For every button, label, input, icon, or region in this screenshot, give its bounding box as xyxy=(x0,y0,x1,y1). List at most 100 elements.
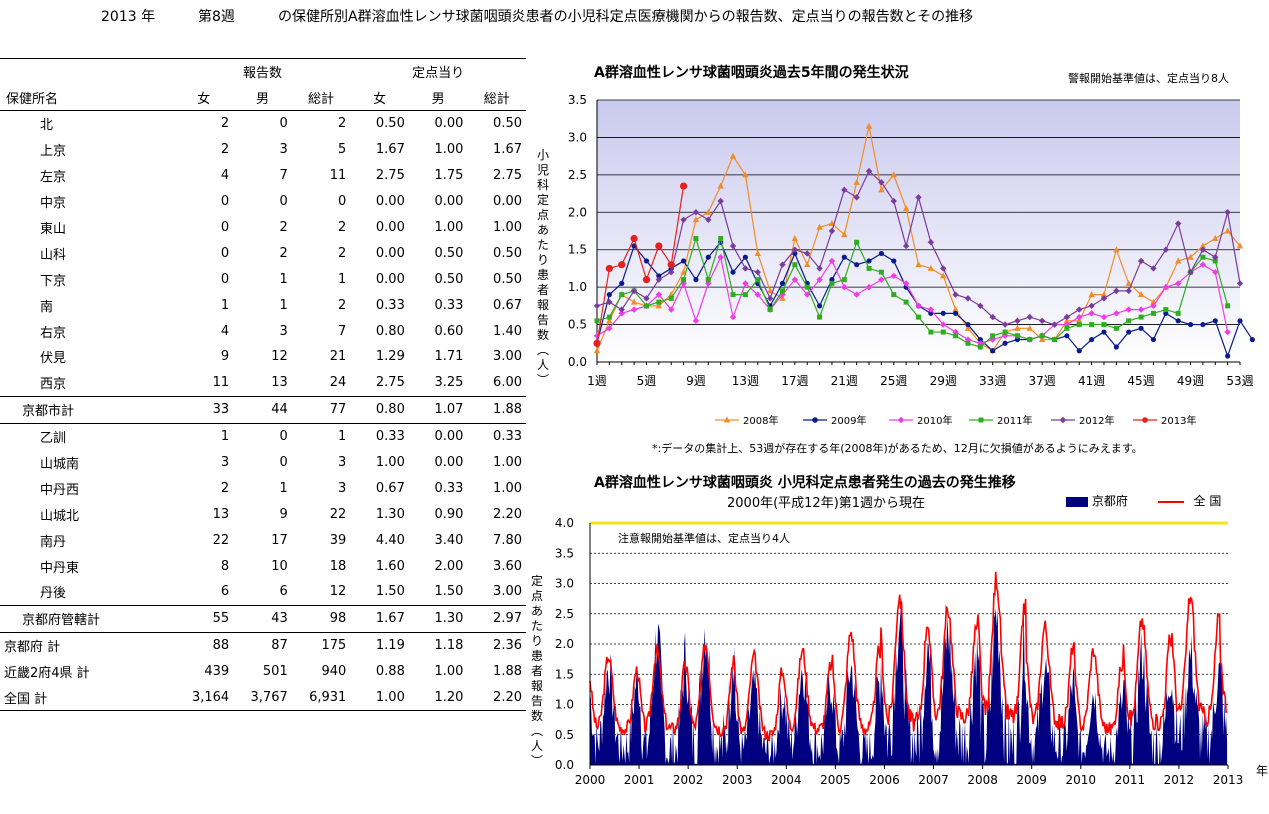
row-value: 10 xyxy=(271,558,288,574)
row-value: 0.50 xyxy=(493,271,522,287)
data-point xyxy=(1199,246,1207,253)
col-header-name: 保健所名 xyxy=(0,84,175,111)
row-value: 0.50 xyxy=(375,116,405,132)
data-point xyxy=(643,258,650,264)
table-row: 左京 4 7 11 2.75 1.75 2.75 xyxy=(0,163,526,189)
row-value: 0.60 xyxy=(434,323,464,339)
row-value: 1.88 xyxy=(493,664,522,680)
row-value: 175 xyxy=(291,631,351,659)
data-point xyxy=(692,216,700,223)
data-point xyxy=(619,280,625,286)
series-line-2010年 xyxy=(596,255,1229,344)
row-value: 1.19 xyxy=(350,631,409,659)
row-value: 1.00 xyxy=(493,480,522,496)
xtick-label: 53週 xyxy=(1226,374,1253,388)
legend-label: 2011年 xyxy=(997,414,1032,427)
table-row: 山城北 13 9 22 1.30 0.90 2.20 xyxy=(0,501,526,527)
data-point xyxy=(1174,220,1182,227)
data-point xyxy=(618,261,626,269)
data-point xyxy=(693,277,699,283)
row-value: 12 xyxy=(291,579,351,606)
row-value: 2 xyxy=(220,116,230,132)
row-value: 2.36 xyxy=(467,631,526,659)
row-value: 0 xyxy=(233,422,292,450)
row-value: 77 xyxy=(291,395,351,424)
data-point xyxy=(754,291,761,298)
ytick-label: 3.5 xyxy=(555,546,574,560)
data-point xyxy=(1174,280,1182,287)
data-point xyxy=(705,216,712,223)
row-value: 1.07 xyxy=(408,395,468,424)
row-name: 東山 xyxy=(40,222,67,237)
data-point xyxy=(1026,324,1033,331)
row-value: 0.50 xyxy=(493,245,522,261)
data-point xyxy=(1125,287,1132,295)
row-value: 0.90 xyxy=(434,506,464,522)
data-point xyxy=(606,314,612,320)
data-point xyxy=(730,269,736,275)
data-point xyxy=(1175,318,1181,324)
data-point xyxy=(606,292,612,298)
data-point xyxy=(1137,257,1145,265)
row-value: 2.75 xyxy=(493,168,522,184)
data-point xyxy=(1126,318,1132,324)
data-point xyxy=(593,347,601,354)
xtick-label: 33週 xyxy=(979,374,1006,388)
row-name: 全国 計 xyxy=(0,684,175,712)
data-point xyxy=(1039,333,1045,339)
data-point xyxy=(804,250,811,257)
row-value: 0.33 xyxy=(467,422,526,450)
data-point xyxy=(730,292,736,298)
row-value: 1 xyxy=(279,297,288,313)
row-value: 17 xyxy=(271,532,288,548)
table-body: 北 2 0 2 0.50 0.00 0.50 上京 2 3 5 1.67 1.00 1.67 左京 4 7 11 2… xyxy=(0,111,526,712)
legend-kyoto-label: 京都府 xyxy=(1091,494,1128,508)
row-name: 乙訓 xyxy=(0,422,175,450)
row-value: 0.33 xyxy=(350,422,409,450)
row-value: 13 xyxy=(212,506,230,522)
data-point xyxy=(977,344,983,350)
ytick-label: 2.5 xyxy=(568,168,587,182)
data-point xyxy=(1014,324,1021,331)
data-point xyxy=(1076,313,1083,321)
row-value: 3.00 xyxy=(493,349,522,365)
data-point xyxy=(1150,310,1156,316)
data-point xyxy=(853,178,860,185)
data-point xyxy=(791,234,799,241)
chart1-footnote: *:データの集計上、53週が存在する年(2008年)があるため、12月に欠損値が… xyxy=(652,442,1143,455)
row-value: 3 xyxy=(338,455,347,471)
xtick-label: 45週 xyxy=(1127,374,1154,388)
row-value: 1 xyxy=(279,271,288,287)
row-name: 中丹西 xyxy=(40,482,80,498)
row-value: 0.50 xyxy=(493,116,522,132)
data-point xyxy=(1027,337,1033,343)
data-point xyxy=(1236,242,1244,249)
table-row: 京都市計 33 44 77 0.80 1.07 1.88 xyxy=(0,395,526,424)
row-value: 0.33 xyxy=(434,297,464,313)
data-point xyxy=(1002,340,1008,346)
data-point xyxy=(705,277,711,283)
data-point xyxy=(1224,227,1231,234)
data-point xyxy=(1100,291,1108,298)
legend-marker xyxy=(1059,416,1067,424)
data-point xyxy=(915,194,922,201)
data-point xyxy=(902,205,910,212)
table-row: 京都府管轄計 55 43 98 1.67 1.30 2.97 xyxy=(0,604,526,633)
row-value: 1.50 xyxy=(408,579,468,606)
data-point xyxy=(1113,287,1120,295)
table-row: 東山 0 2 2 0.00 1.00 1.00 xyxy=(0,215,526,241)
chart2-alert-note: 注意報開始基準値は、定点当り4人 xyxy=(618,532,790,545)
data-point xyxy=(990,348,996,354)
data-point xyxy=(1026,313,1033,321)
ytick-label: 4.0 xyxy=(555,516,574,530)
data-point xyxy=(767,307,773,313)
ytick-label: 2.0 xyxy=(555,637,574,651)
data-point xyxy=(1002,329,1008,335)
row-value: 9 xyxy=(220,349,230,365)
chart1-svg: 0.0 0.5 1.0 1.5 2.0 2.5 3.0 3.5 1週 5週 9週 13週 17週 21週 2… xyxy=(568,93,1255,427)
table-row: 中丹西 2 1 3 0.67 0.33 1.00 xyxy=(0,475,526,501)
data-point xyxy=(1063,313,1071,321)
col-header-rate-total: 総計 xyxy=(467,84,526,111)
row-value: 2 xyxy=(338,297,347,313)
row-value: 1.60 xyxy=(375,558,405,574)
